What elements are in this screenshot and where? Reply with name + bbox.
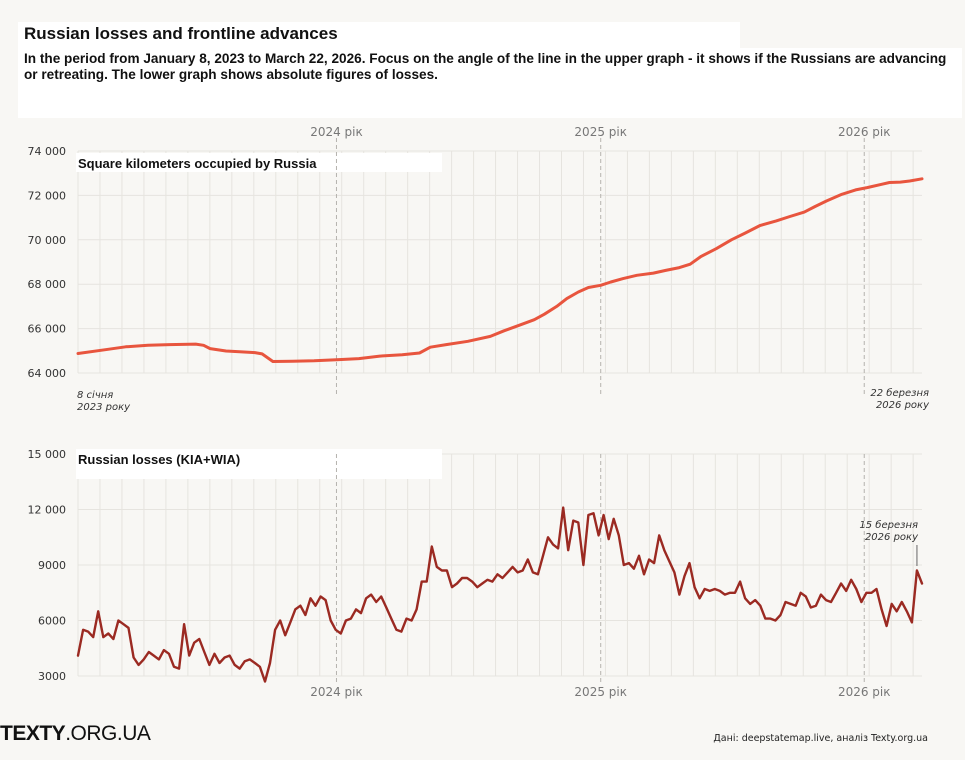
start-date-label: 2023 року (77, 402, 131, 413)
y-tick-label: 3000 (38, 670, 66, 683)
y-tick-label: 70 000 (28, 234, 67, 247)
year-marker-label: 2026 рік (838, 125, 891, 139)
y-tick-label: 74 000 (28, 145, 67, 158)
panel-title: Russian losses (KIA+WIA) (78, 452, 240, 467)
y-tick-label: 66 000 (28, 323, 67, 336)
title-background (18, 22, 740, 48)
panel-title: Square kilometers occupied by Russia (78, 156, 317, 171)
y-tick-label: 72 000 (28, 189, 67, 202)
y-tick-label: 15 000 (28, 448, 67, 461)
y-tick-label: 12 000 (28, 504, 67, 517)
y-tick-label: 64 000 (28, 367, 67, 380)
y-tick-label: 6000 (38, 615, 66, 628)
logo-bold: TEXTY (0, 722, 66, 745)
annotation-label: 2026 року (865, 532, 919, 543)
losses-line (76, 506, 924, 683)
subtitle-background (18, 48, 962, 118)
year-marker-label: 2024 рік (310, 685, 363, 699)
year-marker-label: 2024 рік (310, 125, 363, 139)
chart-subtitle: In the period from January 8, 2023 to Ma… (24, 51, 947, 82)
logo-rest: .ORG.UA (65, 722, 151, 745)
panel-title-box (76, 449, 442, 479)
year-marker-label: 2025 рік (574, 125, 627, 139)
end-date-label: 22 березня (870, 387, 929, 399)
end-date-label: 2026 року (876, 400, 930, 411)
year-marker-label: 2025 рік (574, 685, 627, 699)
start-date-label: 8 січня (77, 389, 113, 401)
texty-logo[interactable]: TEXTY.ORG.UA (0, 722, 151, 746)
year-marker-label: 2026 рік (838, 685, 891, 699)
chart-title: Russian losses and frontline advances (24, 24, 338, 43)
y-tick-label: 9000 (38, 559, 66, 572)
territory-line (76, 177, 924, 363)
y-tick-label: 68 000 (28, 278, 67, 291)
annotation-label: 15 березня (859, 519, 918, 531)
source-note: Дані: deepstatemap.live, аналіз Texty.or… (713, 733, 928, 744)
panel-title-box (76, 153, 442, 172)
